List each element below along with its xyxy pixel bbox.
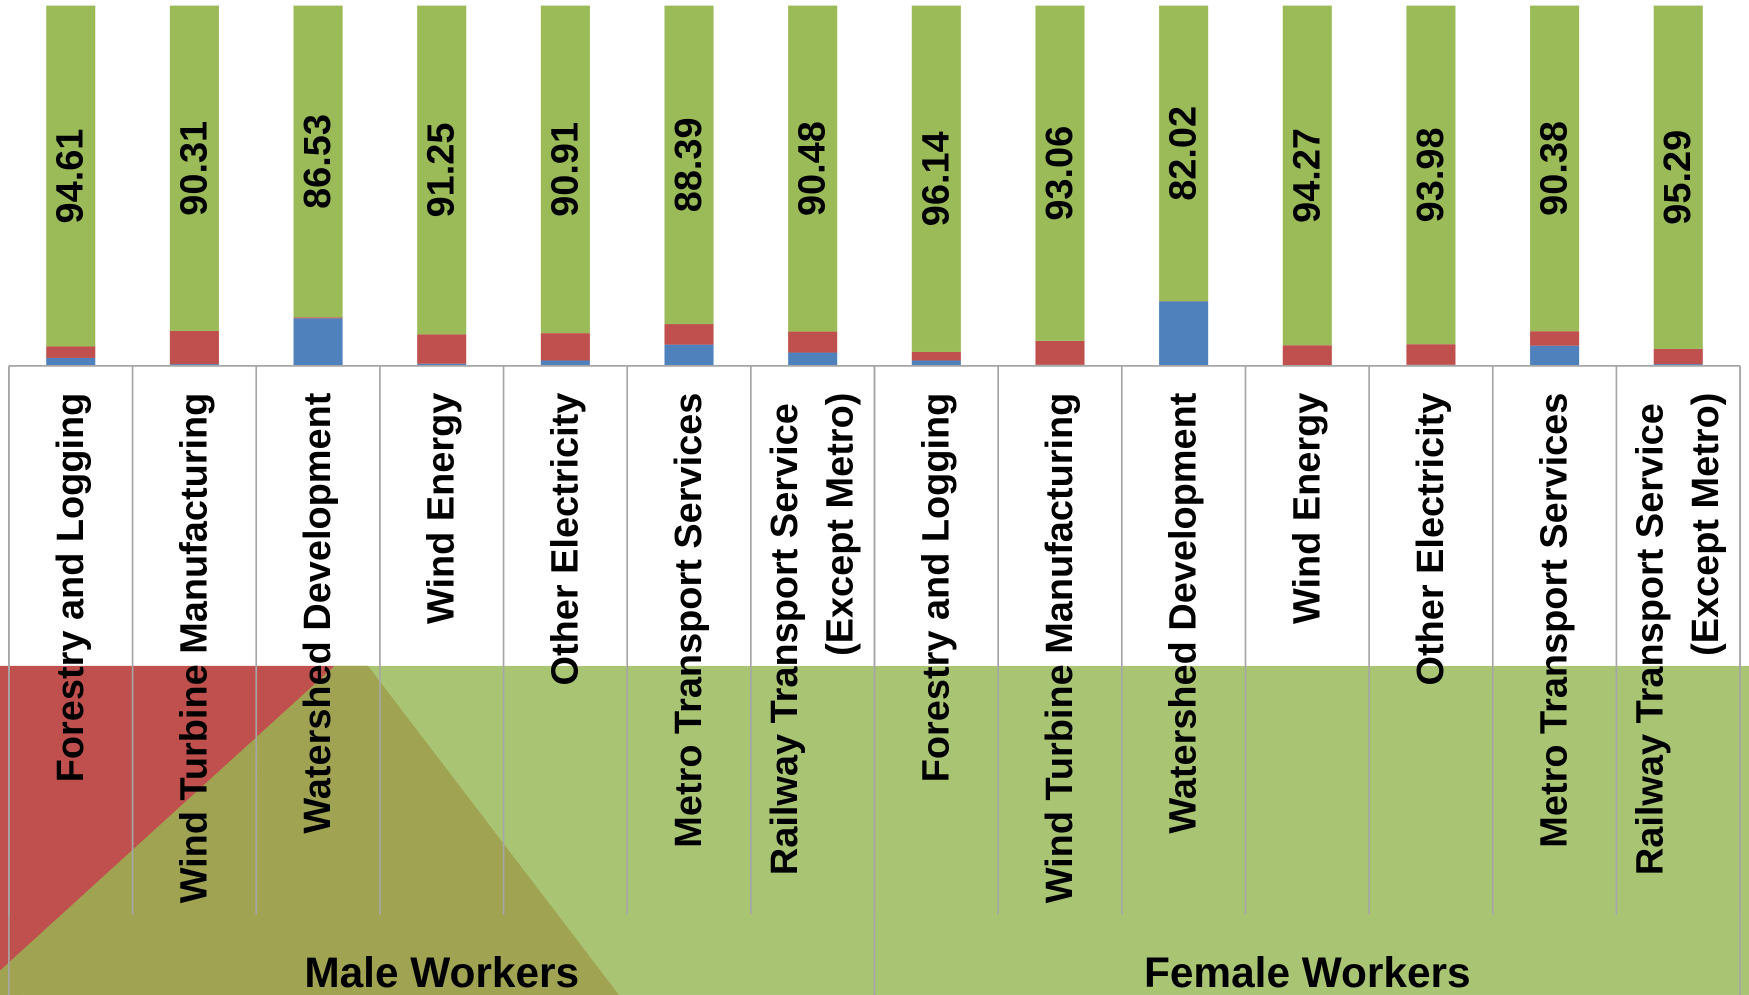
bar-segment <box>417 334 467 364</box>
bar-segment <box>293 318 343 366</box>
data-label: 95.29 <box>1657 130 1699 225</box>
bar-segment <box>46 5 96 347</box>
group-label: Female Workers <box>1144 949 1471 995</box>
background-overlap <box>0 665 369 995</box>
data-label: 94.61 <box>50 129 92 224</box>
data-label: 86.53 <box>297 114 339 209</box>
bar-segment <box>1159 5 1209 302</box>
bar-segment <box>540 5 590 334</box>
category-label: Wind Energy <box>1286 393 1328 624</box>
bar-segment <box>417 363 467 366</box>
background-band <box>368 665 1749 995</box>
bar-segment <box>1282 345 1332 366</box>
group-label: Male Workers <box>304 949 579 995</box>
category-label: Metro Transport Services <box>668 393 710 848</box>
category-label: Wind Energy <box>421 393 463 624</box>
bar-segment <box>664 344 714 366</box>
data-label: 93.06 <box>1039 126 1081 221</box>
category-label: Watershed Development <box>1163 392 1205 833</box>
bar-segment <box>911 360 961 366</box>
background-overlap <box>22 665 620 995</box>
category-label: Wind Turbine Manufacturing <box>173 393 215 904</box>
data-label: 88.39 <box>668 117 710 212</box>
bar-segment <box>788 352 838 366</box>
bar-segment <box>293 317 343 319</box>
category-label: Forestry and Logging <box>915 393 957 783</box>
bar-segment <box>1530 5 1580 332</box>
bar-segment <box>46 346 96 358</box>
category-label: Other Electricity <box>1410 393 1452 686</box>
bar-segment <box>540 360 590 366</box>
bar-segment <box>1653 5 1703 349</box>
bar-segment <box>1406 5 1456 345</box>
data-label: 90.31 <box>173 121 215 216</box>
category-label: Railway Transport Service (Except Metro) <box>1629 393 1727 875</box>
bar-segment <box>169 330 219 365</box>
data-label: 91.25 <box>421 123 463 218</box>
bar-segment <box>1282 5 1332 346</box>
bar-segment <box>46 357 96 366</box>
data-label: 90.48 <box>792 121 834 216</box>
bar-segment <box>1035 340 1085 365</box>
bar-segment <box>1653 348 1703 365</box>
bar-segment <box>788 5 838 332</box>
bar-segment <box>1530 331 1580 346</box>
bar-segment <box>1653 364 1703 366</box>
bar-segment <box>1530 345 1580 366</box>
category-label: Forestry and Logging <box>50 393 92 783</box>
data-label: 90.38 <box>1534 121 1576 216</box>
category-label: Metro Transport Services <box>1534 393 1576 848</box>
category-label: Other Electricity <box>544 393 586 686</box>
bar-segment <box>169 364 219 366</box>
bar-segment <box>664 324 714 345</box>
data-label: 94.27 <box>1286 128 1328 223</box>
bar-segment <box>540 333 590 361</box>
bar-segment <box>1406 344 1456 365</box>
bar-segment <box>169 5 219 331</box>
category-label: Watershed Development <box>297 392 339 833</box>
data-label: 96.14 <box>915 131 957 226</box>
data-label: 93.98 <box>1410 127 1452 222</box>
bar-segment <box>1035 5 1085 341</box>
bar-segment <box>911 351 961 361</box>
data-label: 82.02 <box>1163 106 1205 201</box>
bar-segment <box>911 5 961 352</box>
bar-segment <box>788 331 838 353</box>
bar-segment <box>417 5 467 335</box>
bar-segment <box>1159 301 1209 366</box>
bar-segment <box>293 5 343 318</box>
bar-segment <box>664 5 714 325</box>
category-label: Wind Turbine Manufacturing <box>1039 393 1081 904</box>
data-label: 90.91 <box>544 122 586 217</box>
category-label: Railway Transport Service (Except Metro) <box>764 393 862 875</box>
